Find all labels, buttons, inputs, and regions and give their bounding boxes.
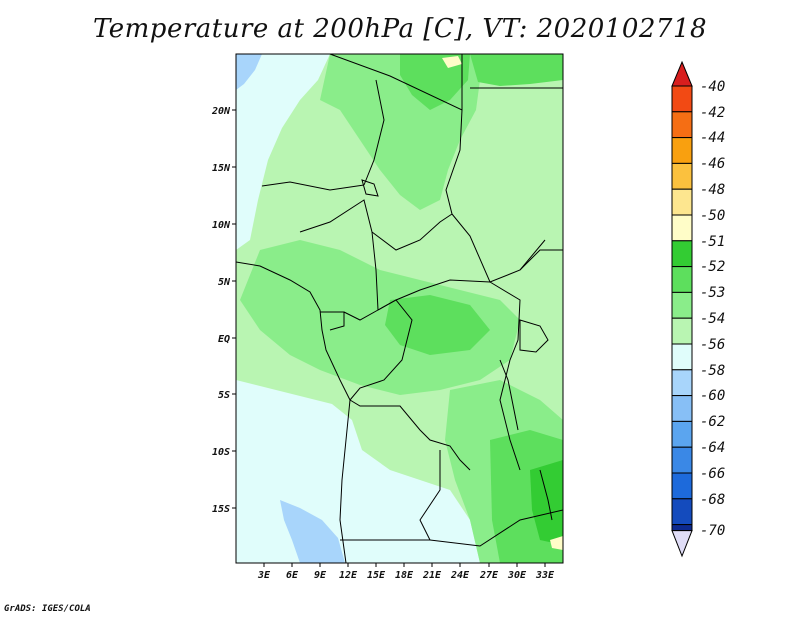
legend-label-16: -68 [700,492,725,508]
lat-label-10s: 10S [212,447,230,458]
lon-label-12e: 12E [339,570,358,581]
colorbar-swatch-15 [671,472,693,500]
coastline-lake-chad [361,179,379,197]
field-yellow-southeast [550,536,563,550]
lon-label-24e: 24E [450,570,470,581]
border-chad-car [371,213,453,251]
colorbar-swatch-1 [671,111,693,139]
legend-label-7: -52 [700,259,725,275]
border-libya-chad [329,54,463,111]
lat-label-10n: 10N [212,220,231,231]
coastline-lake-malawi [539,469,553,521]
field-green-center [240,240,520,395]
border-drc-angola [349,399,471,471]
lon-label-33e: 33E [535,570,555,581]
lon-label-18e: 18E [395,570,414,581]
field-green-north-dark [400,54,470,110]
colorbar-swatch-5 [671,214,693,242]
legend-label-11: -58 [700,363,725,379]
colorbar-swatch-3 [671,162,693,190]
lat-label-eq: EQ [218,334,230,345]
lon-axis: 3E 6E 9E 12E 15E 18E 21E 24E 27E 30E 33E [257,563,555,581]
colorbar-swatch-7 [671,266,693,293]
legend-label-0: -40 [700,79,725,95]
coastline-west-africa [236,261,351,563]
lat-label-5n: 5N [218,277,231,288]
border-zambia-zimbabwe [429,509,563,547]
colorbar-swatch-9 [671,317,693,345]
colorbar-swatch-4 [671,188,693,216]
colorbar-swatch-12 [671,395,693,422]
map-title: Temperature at 200hPa [C], VT: 202010271… [92,14,708,44]
field-blue-north [236,54,262,90]
lon-label-6e: 6E [286,570,299,581]
lat-label-5s: 5S [218,390,230,401]
field-green-southeast-darker [530,460,563,545]
legend-label-2: -44 [700,130,725,146]
lat-label-15s: 15S [212,504,230,515]
colorbar-swatch-11 [671,369,693,397]
legend-label-9: -54 [700,311,725,327]
colorbar-swatch-17 [671,524,693,532]
lat-label-15n: 15N [212,163,231,174]
legend-label-6: -51 [700,234,725,250]
colorbar-swatch-13 [671,420,693,448]
lon-label-9e: 9E [314,570,327,581]
legend-label-8: -53 [700,285,725,301]
border-cameroon-car [371,231,379,311]
colorbar-swatch-16 [671,498,693,526]
legend-label-1: -42 [700,105,725,121]
map-frame [235,53,564,564]
lon-label-3e: 3E [257,570,271,581]
colorbar-swatch-0 [671,85,693,113]
border-drc-uganda [489,281,521,361]
field-yellow-north [442,56,462,68]
lon-label-27e: 27E [479,570,499,581]
colorbar-swatch-14 [671,446,693,474]
border-southsudan-ethiopia [519,249,563,271]
country-borders [236,54,563,563]
colorbar-bottom-arrow [671,530,693,558]
legend-label-13: -62 [700,414,725,430]
legend-label-4: -48 [700,182,725,198]
legend-label-5: -50 [700,208,725,224]
border-chad-sudan [445,109,463,215]
lon-label-21e: 21E [422,570,442,581]
coastline-lake-victoria [519,319,549,353]
legend-label-14: -64 [700,440,725,456]
legend-label-17: -70 [700,523,725,539]
colorbar-swatch-8 [671,291,693,319]
lat-label-20n: 20N [211,106,231,117]
border-niger-nigeria [261,181,365,191]
legend-label-15: -66 [700,466,725,482]
border-angola-zambia [419,450,441,541]
colorbar-swatch-2 [671,137,693,164]
colorbar-top-arrow [671,60,693,87]
border-nigeria-cameroon [299,199,373,233]
border-drc-tanzania [499,359,521,471]
field-blue-south [280,500,345,563]
legend-label-10: -56 [700,337,725,353]
grads-credit: GrADS: IGES/COLA [4,604,91,614]
field-green-northeast-dark [470,54,563,86]
border-niger-chad [363,79,385,186]
lon-label-30e: 30E [507,570,527,581]
temperature-field [236,54,563,563]
field-green-center-dark [385,295,490,355]
colorbar-swatch-10 [671,343,693,371]
border-gabon [320,311,345,331]
lat-axis: 20N 15N 10N 5N EQ 5S 10S 15S [211,106,236,515]
coastline-lake-tanganyika [499,359,519,431]
colorbar-swatch-6 [671,240,693,268]
legend-label-12: -60 [700,388,725,404]
lon-label-15e: 15E [367,570,386,581]
border-drc-congo [343,299,413,401]
colorbar: -40 -42 -44 -46 -48 -50 -51 -52 -53 -54 … [671,60,725,558]
field-pale-northwest [236,54,330,250]
legend-label-3: -46 [700,156,725,172]
